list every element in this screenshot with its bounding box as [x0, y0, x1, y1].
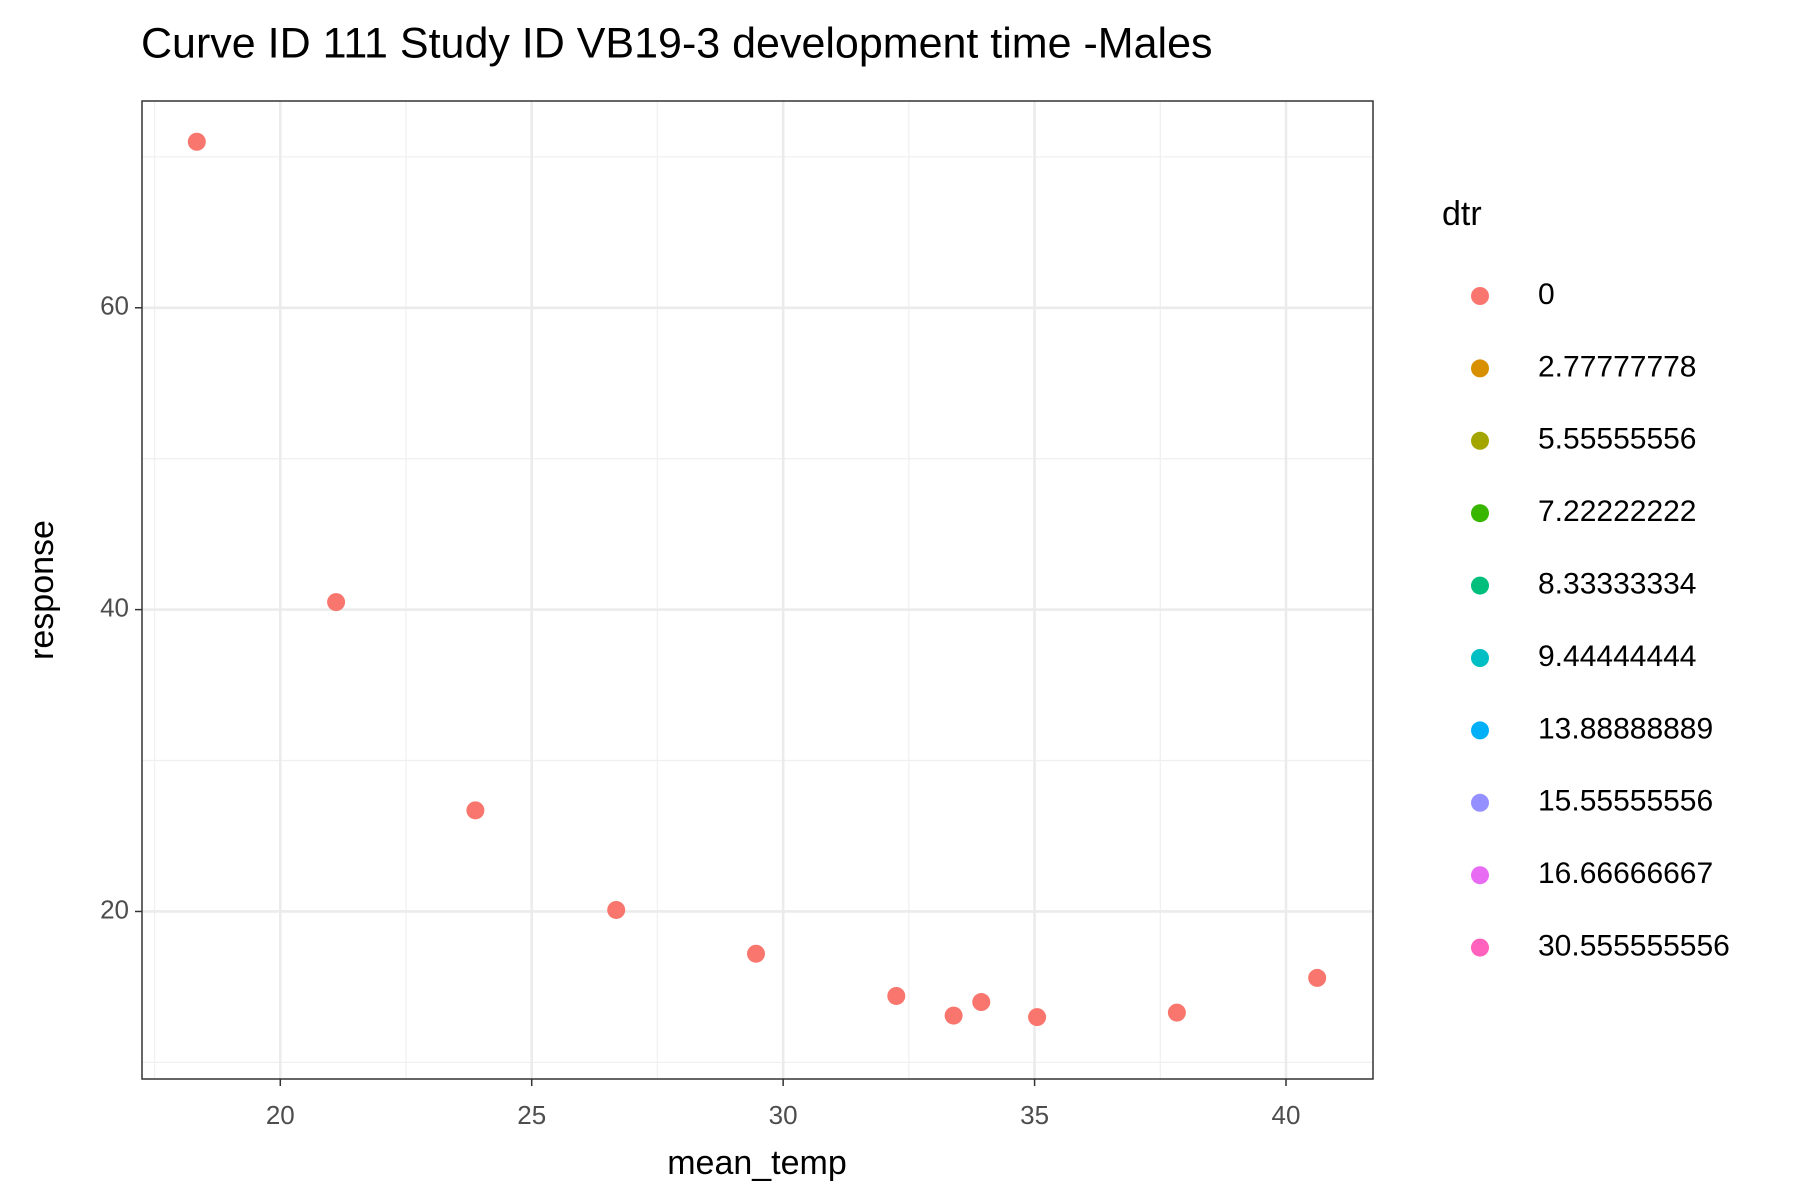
panel-border	[141, 100, 1374, 1080]
legend-label: 0	[1538, 278, 1555, 311]
legend-key	[1471, 287, 1489, 305]
legend-label: 8.33333334	[1538, 568, 1697, 601]
legend-key	[1471, 359, 1489, 378]
point	[327, 593, 346, 612]
point	[1028, 1008, 1047, 1027]
y-tick-label: 40	[100, 592, 129, 622]
y-tick-label: 60	[100, 291, 129, 321]
y-tick-label: 20	[100, 894, 129, 924]
legend-title: dtr	[1442, 195, 1482, 233]
x-tick-label: 35	[1020, 1100, 1049, 1130]
legend-key	[1471, 649, 1489, 667]
point	[466, 801, 485, 820]
point	[944, 1006, 963, 1025]
point	[1308, 968, 1327, 987]
x-tick-label: 40	[1272, 1100, 1301, 1130]
legend-label: 13.88888889	[1538, 712, 1713, 745]
y-axis-label: response	[23, 520, 61, 660]
legend-key	[1471, 504, 1489, 523]
legend-label: 30.555555556	[1538, 930, 1730, 963]
legend-label: 2.77777778	[1538, 350, 1697, 383]
point	[746, 944, 765, 963]
point	[1167, 1003, 1186, 1022]
legend-label: 15.55555556	[1538, 785, 1713, 818]
legend-label: 16.66666667	[1538, 857, 1713, 890]
x-tick-label: 25	[517, 1100, 546, 1130]
legend-label: 7.22222222	[1538, 495, 1697, 528]
point	[972, 993, 991, 1012]
legend-label: 5.55555556	[1538, 423, 1697, 456]
point	[887, 986, 906, 1005]
legend-label: 9.44444444	[1538, 640, 1697, 673]
x-tick-label: 30	[769, 1100, 798, 1130]
legend-key	[1471, 721, 1489, 740]
point	[187, 132, 206, 151]
chart-title: Curve ID 111 Study ID VB19-3 development…	[141, 19, 1213, 67]
legend-key	[1471, 431, 1489, 450]
legend-key	[1471, 793, 1489, 812]
legend-key	[1471, 866, 1489, 885]
point	[607, 900, 626, 919]
x-axis-label: mean_temp	[667, 1144, 847, 1182]
legend-key	[1471, 576, 1489, 595]
x-tick-label: 20	[266, 1100, 295, 1130]
legend-key	[1471, 938, 1489, 957]
